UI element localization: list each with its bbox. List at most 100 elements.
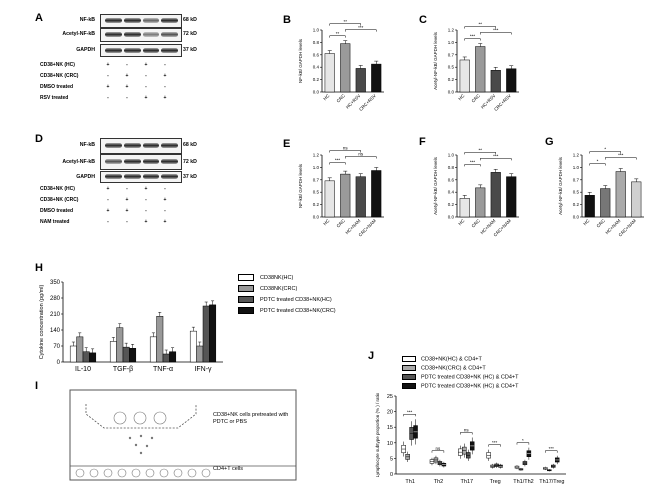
significance-label: ns	[436, 446, 442, 451]
bar	[89, 352, 97, 363]
cytokine-dot	[139, 451, 143, 455]
panel-label-d: D	[35, 133, 43, 145]
y-axis-label: Lymphocyte subtype proportion (% ) / rat…	[375, 392, 380, 477]
condition-label: CD38+NK (CRC)	[40, 197, 79, 203]
condition-mark: +	[125, 73, 129, 79]
bar	[109, 341, 117, 363]
chart-b: 0.00.20.40.60.81.0HC CRCHC+RSVCRC+RSV****…	[298, 20, 384, 112]
significance-bracket	[480, 32, 512, 35]
significance-bracket	[480, 158, 512, 161]
y-axis-label: Cytokine concentration (pg/ml)	[39, 285, 45, 360]
y-tick-label: 1.2	[573, 153, 580, 158]
bar	[475, 187, 486, 218]
significance-bracket	[589, 163, 606, 166]
y-axis-label: NF-kB/ GAPDH levels	[298, 163, 303, 208]
chart-f: 0.00.20.40.60.81.0HC CRCHC+NAMCRC+NAM****…	[433, 148, 519, 238]
legend-swatch	[238, 274, 254, 281]
significance-bracket	[403, 413, 416, 417]
significance-bracket	[345, 29, 377, 32]
cytokine-dot	[145, 444, 149, 448]
condition-mark: +	[144, 186, 148, 192]
significance-label: ***	[470, 160, 476, 165]
cytokine-dot	[139, 434, 143, 438]
bar	[82, 351, 90, 363]
bar	[324, 180, 335, 218]
y-axis-label: Acetyl-NF-kB/ GAPDH levels	[433, 156, 438, 215]
panel-label-g: G	[545, 136, 554, 148]
significance-label: ns	[343, 146, 349, 151]
condition-mark: -	[145, 197, 147, 203]
legend-label: PDTC treated CD38+NK (HC) & CD4+T	[421, 374, 519, 381]
bar	[149, 336, 157, 363]
significance-bracket	[464, 152, 496, 155]
significance-label: ***	[407, 409, 413, 414]
condition-label: CD38+NK (HC)	[40, 186, 75, 192]
bar	[631, 181, 642, 218]
y-tick-label: 1.2	[448, 28, 455, 33]
x-tick-label: CRC	[336, 218, 347, 229]
significance-bracket	[329, 23, 361, 26]
significance-label: *	[597, 159, 599, 164]
condition-mark: +	[125, 208, 129, 214]
bar	[475, 46, 486, 93]
panel-label-c: C	[419, 14, 427, 26]
y-tick-label: 0.2	[448, 77, 455, 82]
nk-cell	[133, 411, 147, 425]
y-tick-label: 0.0	[313, 215, 320, 220]
x-tick-label: CRC+RSV	[358, 93, 377, 112]
bar	[76, 336, 84, 363]
condition-mark: -	[145, 73, 147, 79]
condition-mark: +	[163, 197, 167, 203]
significance-label: **	[478, 148, 482, 153]
condition-mark: +	[144, 62, 148, 68]
bar	[169, 351, 177, 363]
condition-mark: -	[145, 84, 147, 90]
x-tick-label: Th1	[405, 479, 414, 485]
significance-label: ***	[549, 446, 555, 451]
x-tick-label: Th1/Th2	[513, 479, 533, 485]
y-tick-label: 0.0	[313, 90, 320, 95]
bar	[600, 188, 611, 218]
blot-a-kd: 68 kD	[183, 17, 197, 23]
well-outline	[69, 389, 297, 481]
bar	[340, 173, 351, 218]
significance-bracket	[464, 164, 481, 167]
condition-mark: +	[125, 197, 129, 203]
bar	[371, 170, 382, 218]
condition-label: DMSO treated	[40, 84, 74, 90]
blot-a-band-label: NF-kB	[79, 17, 95, 23]
blot-a-kd: 37 kD	[183, 47, 197, 53]
significance-bracket	[329, 162, 346, 165]
bar	[355, 68, 366, 93]
significance-bracket	[464, 26, 496, 29]
transwell-illustration: CD38+NK cells pretreated with PDTC or PB…	[68, 388, 298, 483]
y-axis-label: Acetyl-NF-kB/ GAPDH levels	[558, 156, 563, 215]
y-tick-label: 1.0	[573, 165, 580, 170]
blot-d-band-label: Acetyl-NF-kB	[62, 159, 95, 165]
legend-swatch	[402, 374, 416, 380]
significance-label: ***	[492, 440, 498, 445]
x-tick-label: TGF-β	[113, 366, 133, 373]
legend-label: CD38+NK(HC) & CD4+T	[421, 356, 482, 363]
bar	[189, 330, 197, 363]
legend-swatch	[238, 285, 254, 292]
legend-swatch	[402, 383, 416, 389]
bar	[202, 305, 210, 363]
legend-swatch	[402, 365, 416, 371]
blot-d-conditions: CD38+NK (HC) CD38+NK (CRC) DMSO treated …	[40, 186, 190, 234]
bar	[116, 327, 124, 363]
bar	[506, 68, 517, 93]
y-tick-label: 0	[390, 472, 393, 478]
significance-bracket	[329, 150, 361, 153]
significance-bracket	[488, 444, 501, 447]
y-tick-label: 0.2	[448, 202, 455, 207]
y-tick-label: 350	[50, 280, 61, 286]
y-tick-label: 0.5	[313, 190, 320, 195]
significance-bracket	[464, 38, 481, 41]
panel-label-h: H	[35, 262, 43, 274]
bar	[209, 304, 217, 363]
y-tick-label: 0	[57, 360, 61, 366]
y-tick-label: 0.8	[313, 40, 320, 45]
x-tick-label: HC	[322, 93, 331, 102]
panel-label-b: B	[283, 14, 291, 26]
